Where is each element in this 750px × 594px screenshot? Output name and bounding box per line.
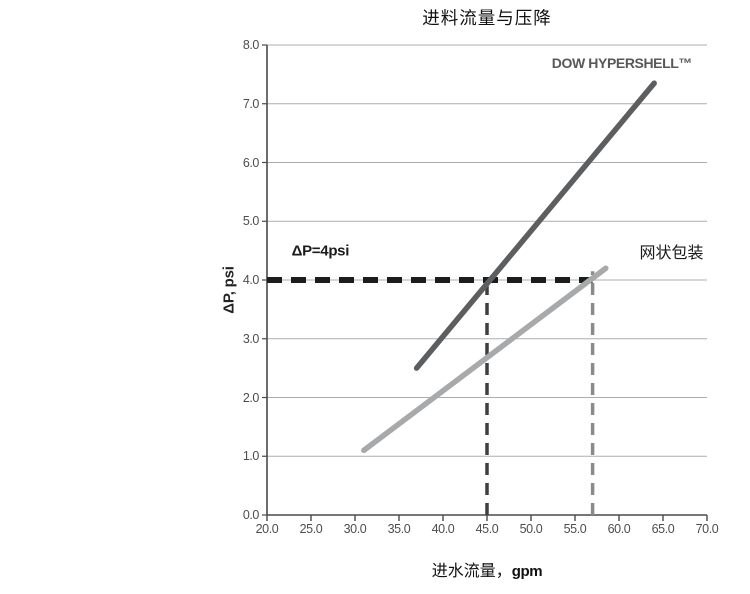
- x-axis-title: 进水流量，gpm: [267, 557, 707, 581]
- y-tick-label-7.0: 7.0: [242, 96, 260, 111]
- x-tick-label-45.0: 45.0: [475, 522, 499, 536]
- x-tick-label-50.0: 50.0: [519, 522, 543, 536]
- y-tick-label-6.0: 6.0: [242, 155, 260, 170]
- plot-svg: [262, 44, 708, 521]
- x-tick-label-60.0: 60.0: [607, 522, 631, 536]
- x-tick-label-70.0: 70.0: [695, 522, 719, 536]
- y-tick-label-0.0: 0.0: [242, 508, 260, 522]
- x-tick-label-25.0: 25.0: [299, 522, 323, 536]
- y-tick-label-1.0: 1.0: [242, 449, 260, 464]
- series-line-dow-hypershell: [413, 80, 657, 371]
- y-axis-title: ΔP, psi: [220, 266, 238, 314]
- x-tick-label-20.0: 20.0: [255, 522, 279, 536]
- y-tick-label-8.0: 8.0: [242, 38, 260, 52]
- chart-title: 进料流量与压降: [422, 8, 552, 28]
- series-line-mesh-wrap: [361, 265, 609, 454]
- y-tick-label-5.0: 5.0: [242, 214, 260, 229]
- y-tick-label-2.0: 2.0: [242, 390, 260, 405]
- x-tick-label-35.0: 35.0: [387, 522, 411, 536]
- plot-area: 0.0 1.0 2.0 3.0 4.0 5.0 6.0 7.0 8.0 20.0 25.0 30.0…: [221, 38, 719, 580]
- x-tick-label-30.0: 30.0: [343, 522, 367, 536]
- x-axis-title-text: 进水流量，: [431, 563, 512, 580]
- x-tick-label-55.0: 55.0: [563, 522, 587, 536]
- x-axis-title-unit: gpm: [511, 563, 543, 580]
- x-tick-label-65.0: 65.0: [651, 522, 675, 536]
- x-tick-label-40.0: 40.0: [431, 522, 455, 536]
- y-tick-label-3.0: 3.0: [242, 331, 260, 346]
